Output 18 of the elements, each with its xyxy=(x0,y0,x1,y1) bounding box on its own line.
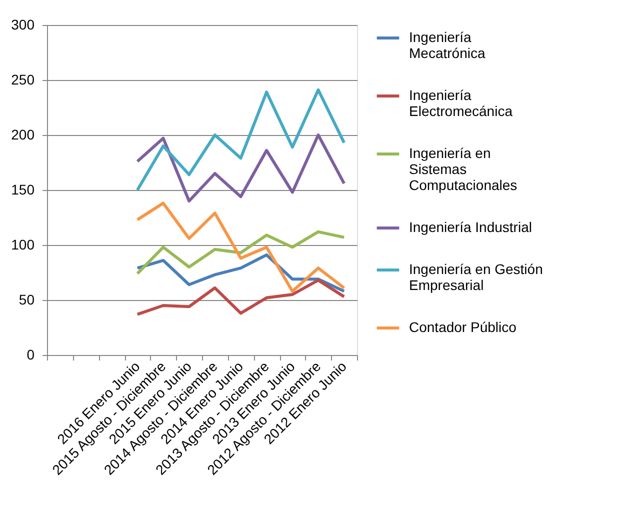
y-tick-label: 200 xyxy=(11,126,35,142)
legend-label: Ingeniería Electromecánica xyxy=(409,87,513,119)
line-series xyxy=(136,88,346,192)
legend-label: Contador Público xyxy=(409,319,517,335)
y-tick-label: 250 xyxy=(11,72,35,88)
line-series xyxy=(136,230,346,276)
y-tick-label: 150 xyxy=(11,182,35,198)
legend-label: Ingeniería en Sistemas Computacionales xyxy=(409,145,518,193)
y-tick-label: 0 xyxy=(26,346,35,362)
y-tick-label: 300 xyxy=(11,16,35,32)
line-series xyxy=(136,202,346,293)
legend-label: Ingeniería Mecatrónica xyxy=(409,29,486,61)
y-tick-label: 50 xyxy=(18,292,35,308)
line-series xyxy=(136,278,346,316)
y-tick-label: 100 xyxy=(11,236,35,252)
legend-label: Ingeniería Industrial xyxy=(409,219,532,235)
line-series xyxy=(136,134,346,202)
legend-label: Ingeniería en Gestión Empresarial xyxy=(409,261,543,293)
